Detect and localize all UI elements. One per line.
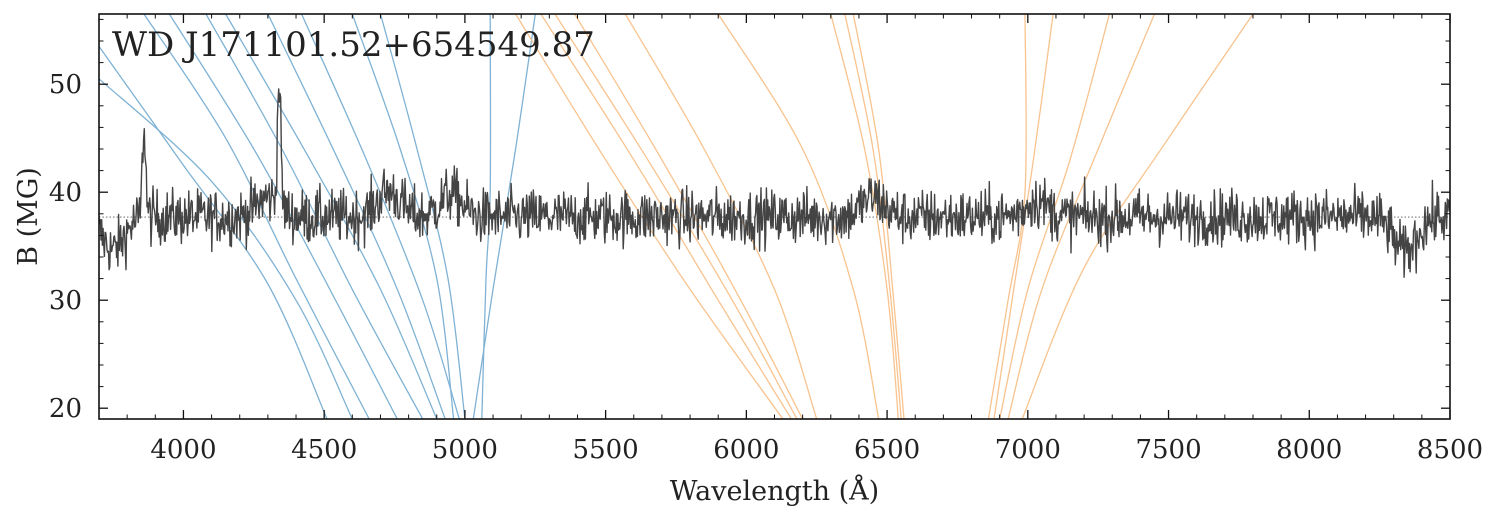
orange-transitions-curve-13: [1021, 14, 1254, 419]
x-tick-label: 6000: [713, 435, 779, 465]
x-tick-label: 7500: [1135, 435, 1201, 465]
blue-transitions-curve-2: [143, 14, 370, 419]
x-tick-label: 8000: [1276, 435, 1342, 465]
x-tick-label: 5000: [432, 435, 498, 465]
y-tick-label: 20: [49, 394, 82, 424]
spectrum-line: [99, 88, 1450, 278]
orange-transitions-curve-8: [852, 14, 905, 419]
orange-transitions-curve-9: [987, 14, 1027, 419]
blue-transitions-curve-7: [301, 14, 460, 419]
x-tick-label: 4000: [150, 435, 216, 465]
x-axis-label: Wavelength (Å): [670, 474, 879, 507]
blue-transitions-curve-5: [225, 14, 438, 419]
blue-transitions-curve-6: [267, 14, 446, 419]
orange-transitions-curve-6: [830, 14, 899, 419]
y-axis-label: B (MG): [13, 167, 44, 266]
chart-title: WD J171101.52+654549.87: [112, 25, 595, 65]
blue-transitions-curve-1: [99, 78, 353, 419]
y-tick-label: 30: [49, 286, 82, 316]
x-tick-label: 6500: [854, 435, 920, 465]
plot-frame: [98, 13, 1451, 420]
x-tick-label: 8500: [1417, 435, 1483, 465]
x-tick-label: 4500: [291, 435, 357, 465]
x-tick-label: 5500: [573, 435, 639, 465]
x-tick-label: 7000: [995, 435, 1061, 465]
y-tick-label: 40: [49, 178, 82, 208]
spectrum-layer: [99, 88, 1450, 278]
orange-transitions-curve-1: [540, 14, 792, 419]
y-tick-label: 50: [49, 70, 82, 100]
